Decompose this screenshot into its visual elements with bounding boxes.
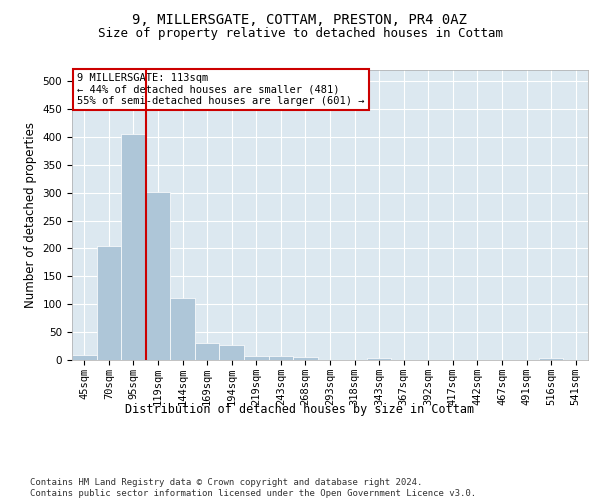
Bar [293, 356, 318, 360]
Bar [146, 192, 170, 360]
Bar [170, 298, 195, 360]
Bar [72, 355, 97, 360]
Text: 9 MILLERSGATE: 113sqm
← 44% of detached houses are smaller (481)
55% of semi-det: 9 MILLERSGATE: 113sqm ← 44% of detached … [77, 73, 365, 106]
Bar [195, 344, 220, 360]
Bar [269, 356, 293, 360]
Text: Size of property relative to detached houses in Cottam: Size of property relative to detached ho… [97, 28, 503, 40]
Bar [244, 356, 269, 360]
Text: Contains HM Land Registry data © Crown copyright and database right 2024.
Contai: Contains HM Land Registry data © Crown c… [30, 478, 476, 498]
Bar [220, 345, 244, 360]
Bar [539, 358, 563, 360]
Text: 9, MILLERSGATE, COTTAM, PRESTON, PR4 0AZ: 9, MILLERSGATE, COTTAM, PRESTON, PR4 0AZ [133, 12, 467, 26]
Text: Distribution of detached houses by size in Cottam: Distribution of detached houses by size … [125, 402, 475, 415]
Y-axis label: Number of detached properties: Number of detached properties [24, 122, 37, 308]
Bar [97, 246, 121, 360]
Bar [121, 134, 146, 360]
Bar [367, 358, 391, 360]
